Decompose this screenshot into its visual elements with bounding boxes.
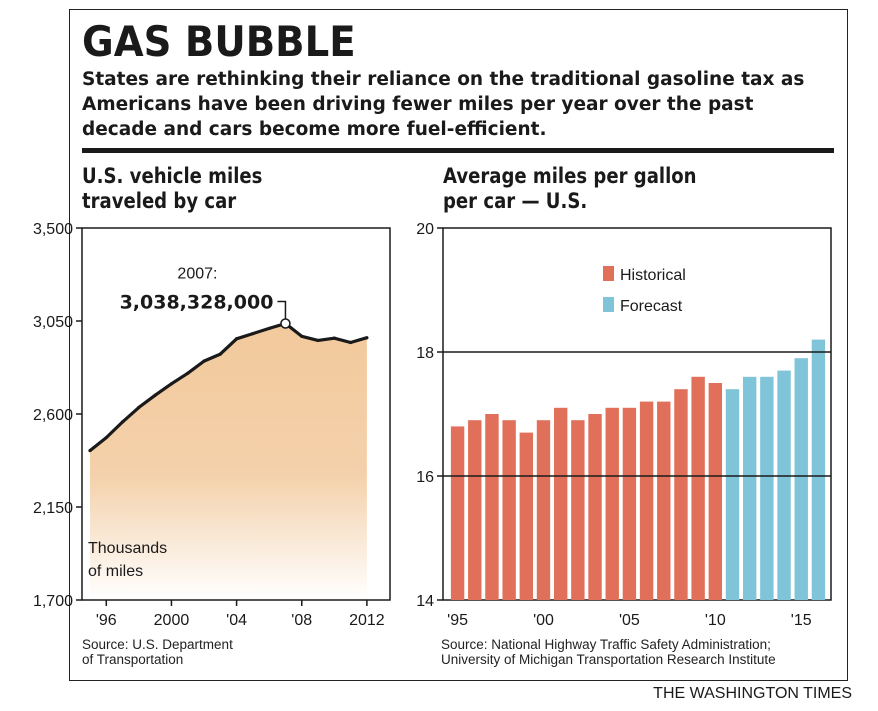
mpg-chart-title-line: Average miles per gallon <box>443 164 697 188</box>
historical-bar <box>691 376 705 600</box>
legend-swatch-historical <box>603 266 614 281</box>
miles-data-point <box>88 448 92 453</box>
miles-x-tick-label: 2000 <box>154 612 190 629</box>
miles-data-point <box>202 359 206 363</box>
historical-bar <box>588 414 602 600</box>
miles-data-point <box>186 371 190 375</box>
miles-chart-title: U.S. vehicle miles traveled by car <box>82 164 262 214</box>
miles-data-point <box>332 336 336 340</box>
miles-x-tick-label: 2012 <box>349 612 385 629</box>
annotation-marker <box>280 318 291 329</box>
forecast-bar <box>742 376 757 600</box>
miles-data-point <box>137 405 141 409</box>
historical-bar <box>468 420 482 600</box>
annotation-leader <box>277 300 287 319</box>
miles-x-tick-label: '08 <box>291 612 312 629</box>
mpg-chart-title: Average miles per gallon per car — U.S. <box>443 164 697 214</box>
mpg-x-tick-label: '10 <box>705 612 726 629</box>
source-line: Source: National Highway Traffic Safety … <box>441 637 771 652</box>
miles-data-point <box>153 393 157 397</box>
miles-data-point <box>365 336 369 340</box>
miles-data-point <box>267 326 271 331</box>
historical-bar <box>708 383 723 600</box>
miles-data-point <box>316 338 320 343</box>
miles-area-fill <box>90 323 367 600</box>
mpg-chart-source: Source: National Highway Traffic Safety … <box>441 637 776 667</box>
forecast-bar <box>794 358 808 600</box>
miles-chart-source: Source: U.S. Department of Transportatio… <box>82 637 233 667</box>
miles-x-tick-label: '96 <box>96 612 117 629</box>
mpg-x-tick-label: '15 <box>791 612 812 629</box>
legend-label-historical: Historical <box>620 267 686 284</box>
graphic-frame <box>69 9 848 681</box>
miles-data-point <box>300 334 304 338</box>
miles-data-point <box>104 435 108 440</box>
miles-x-tick-label: '04 <box>226 612 247 629</box>
miles-chart-title-line: traveled by car <box>82 189 237 213</box>
historical-bar <box>657 401 671 600</box>
miles-data-point <box>120 420 125 424</box>
miles-y-tick-label: 2,600 <box>33 407 73 424</box>
mpg-y-tick-label: 20 <box>416 221 434 238</box>
historical-bar <box>553 407 568 600</box>
mpg-x-tick-label: '00 <box>533 612 554 629</box>
source-line: University of Michigan Transportation Re… <box>441 652 776 667</box>
legend-swatch-forecast <box>603 297 614 312</box>
legend-label-forecast: Forecast <box>620 298 683 315</box>
miles-y-tick-label: 3,500 <box>33 221 73 238</box>
mpg-y-tick-label: 18 <box>416 345 434 362</box>
mpg-y-tick-label: 16 <box>416 469 434 486</box>
historical-bar <box>674 389 688 600</box>
source-line: Source: U.S. Department <box>82 637 233 652</box>
historical-bar <box>605 407 619 600</box>
mpg-chart-title-line: per car — U.S. <box>443 189 588 213</box>
historical-bar <box>502 420 516 600</box>
forecast-bar <box>811 339 826 600</box>
mpg-x-tick-label: '95 <box>447 612 468 629</box>
historical-bar <box>519 432 534 600</box>
forecast-bar <box>777 370 791 600</box>
mpg-x-tick-label: '05 <box>619 612 640 629</box>
annotation-year: 2007: <box>177 265 217 282</box>
page-title: GAS BUBBLE <box>82 17 356 66</box>
miles-data-point <box>234 337 239 341</box>
header-rule <box>82 148 834 153</box>
historical-bar <box>639 401 654 600</box>
miles-y-tick-label: 2,150 <box>33 500 73 517</box>
source-line: of Transportation <box>82 652 184 667</box>
credit-line: THE WASHINGTON TIMES <box>653 685 852 702</box>
miles-data-point <box>349 340 353 345</box>
mpg-y-tick-label: 14 <box>416 593 434 610</box>
historical-bar <box>485 414 499 600</box>
miles-y-tick-label: 1,700 <box>33 593 73 610</box>
miles-data-point <box>251 332 255 336</box>
forecast-bar <box>760 376 774 600</box>
annotation-value: 3,038,328,000 <box>120 291 274 313</box>
miles-chart-title-line: U.S. vehicle miles <box>82 164 263 188</box>
miles-data-point <box>218 352 222 356</box>
miles-unit-label: of miles <box>88 563 143 580</box>
miles-data-point <box>169 382 174 386</box>
forecast-bar <box>725 389 740 600</box>
historical-bar <box>450 426 465 600</box>
page-subtitle: States are rethinking their reliance on … <box>82 69 805 140</box>
miles-y-tick-label: 3,050 <box>33 314 73 331</box>
miles-series-line <box>89 321 368 452</box>
historical-bar <box>622 407 637 600</box>
miles-unit-label: Thousands <box>88 540 167 557</box>
historical-bar <box>571 420 585 600</box>
historical-bar <box>536 420 551 600</box>
